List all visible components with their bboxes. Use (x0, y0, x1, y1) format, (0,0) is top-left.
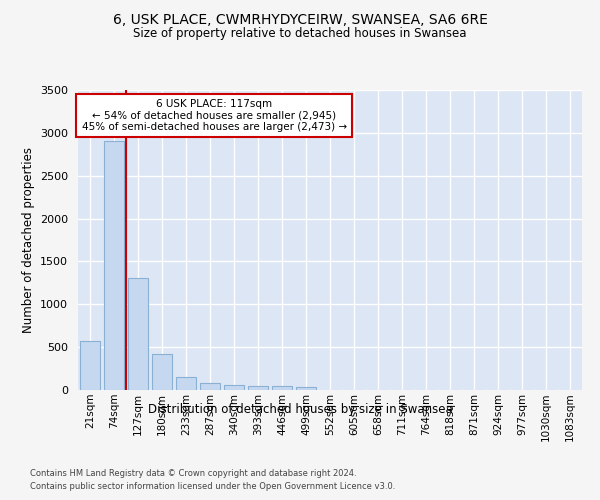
Bar (128, 278, 148, 390)
Text: Distribution of detached houses by size in Swansea: Distribution of detached houses by size … (148, 402, 452, 415)
Bar (176, 376, 196, 390)
Bar (272, 386, 292, 390)
Bar (224, 385, 244, 390)
Text: 6 USK PLACE: 117sqm
← 54% of detached houses are smaller (2,945)
45% of semi-det: 6 USK PLACE: 117sqm ← 54% of detached ho… (82, 99, 347, 132)
Text: Contains public sector information licensed under the Open Government Licence v3: Contains public sector information licen… (30, 482, 395, 491)
Bar (296, 386, 316, 390)
Bar (104, 140, 124, 390)
Bar (80, 341, 100, 390)
Text: Contains HM Land Registry data © Crown copyright and database right 2024.: Contains HM Land Registry data © Crown c… (30, 468, 356, 477)
Y-axis label: Number of detached properties: Number of detached properties (22, 147, 35, 333)
Bar (152, 354, 172, 390)
Text: 6, USK PLACE, CWMRHYDYCEIRW, SWANSEA, SA6 6RE: 6, USK PLACE, CWMRHYDYCEIRW, SWANSEA, SA… (113, 12, 487, 26)
Bar (248, 386, 268, 390)
Bar (200, 383, 220, 390)
Text: Size of property relative to detached houses in Swansea: Size of property relative to detached ho… (133, 28, 467, 40)
